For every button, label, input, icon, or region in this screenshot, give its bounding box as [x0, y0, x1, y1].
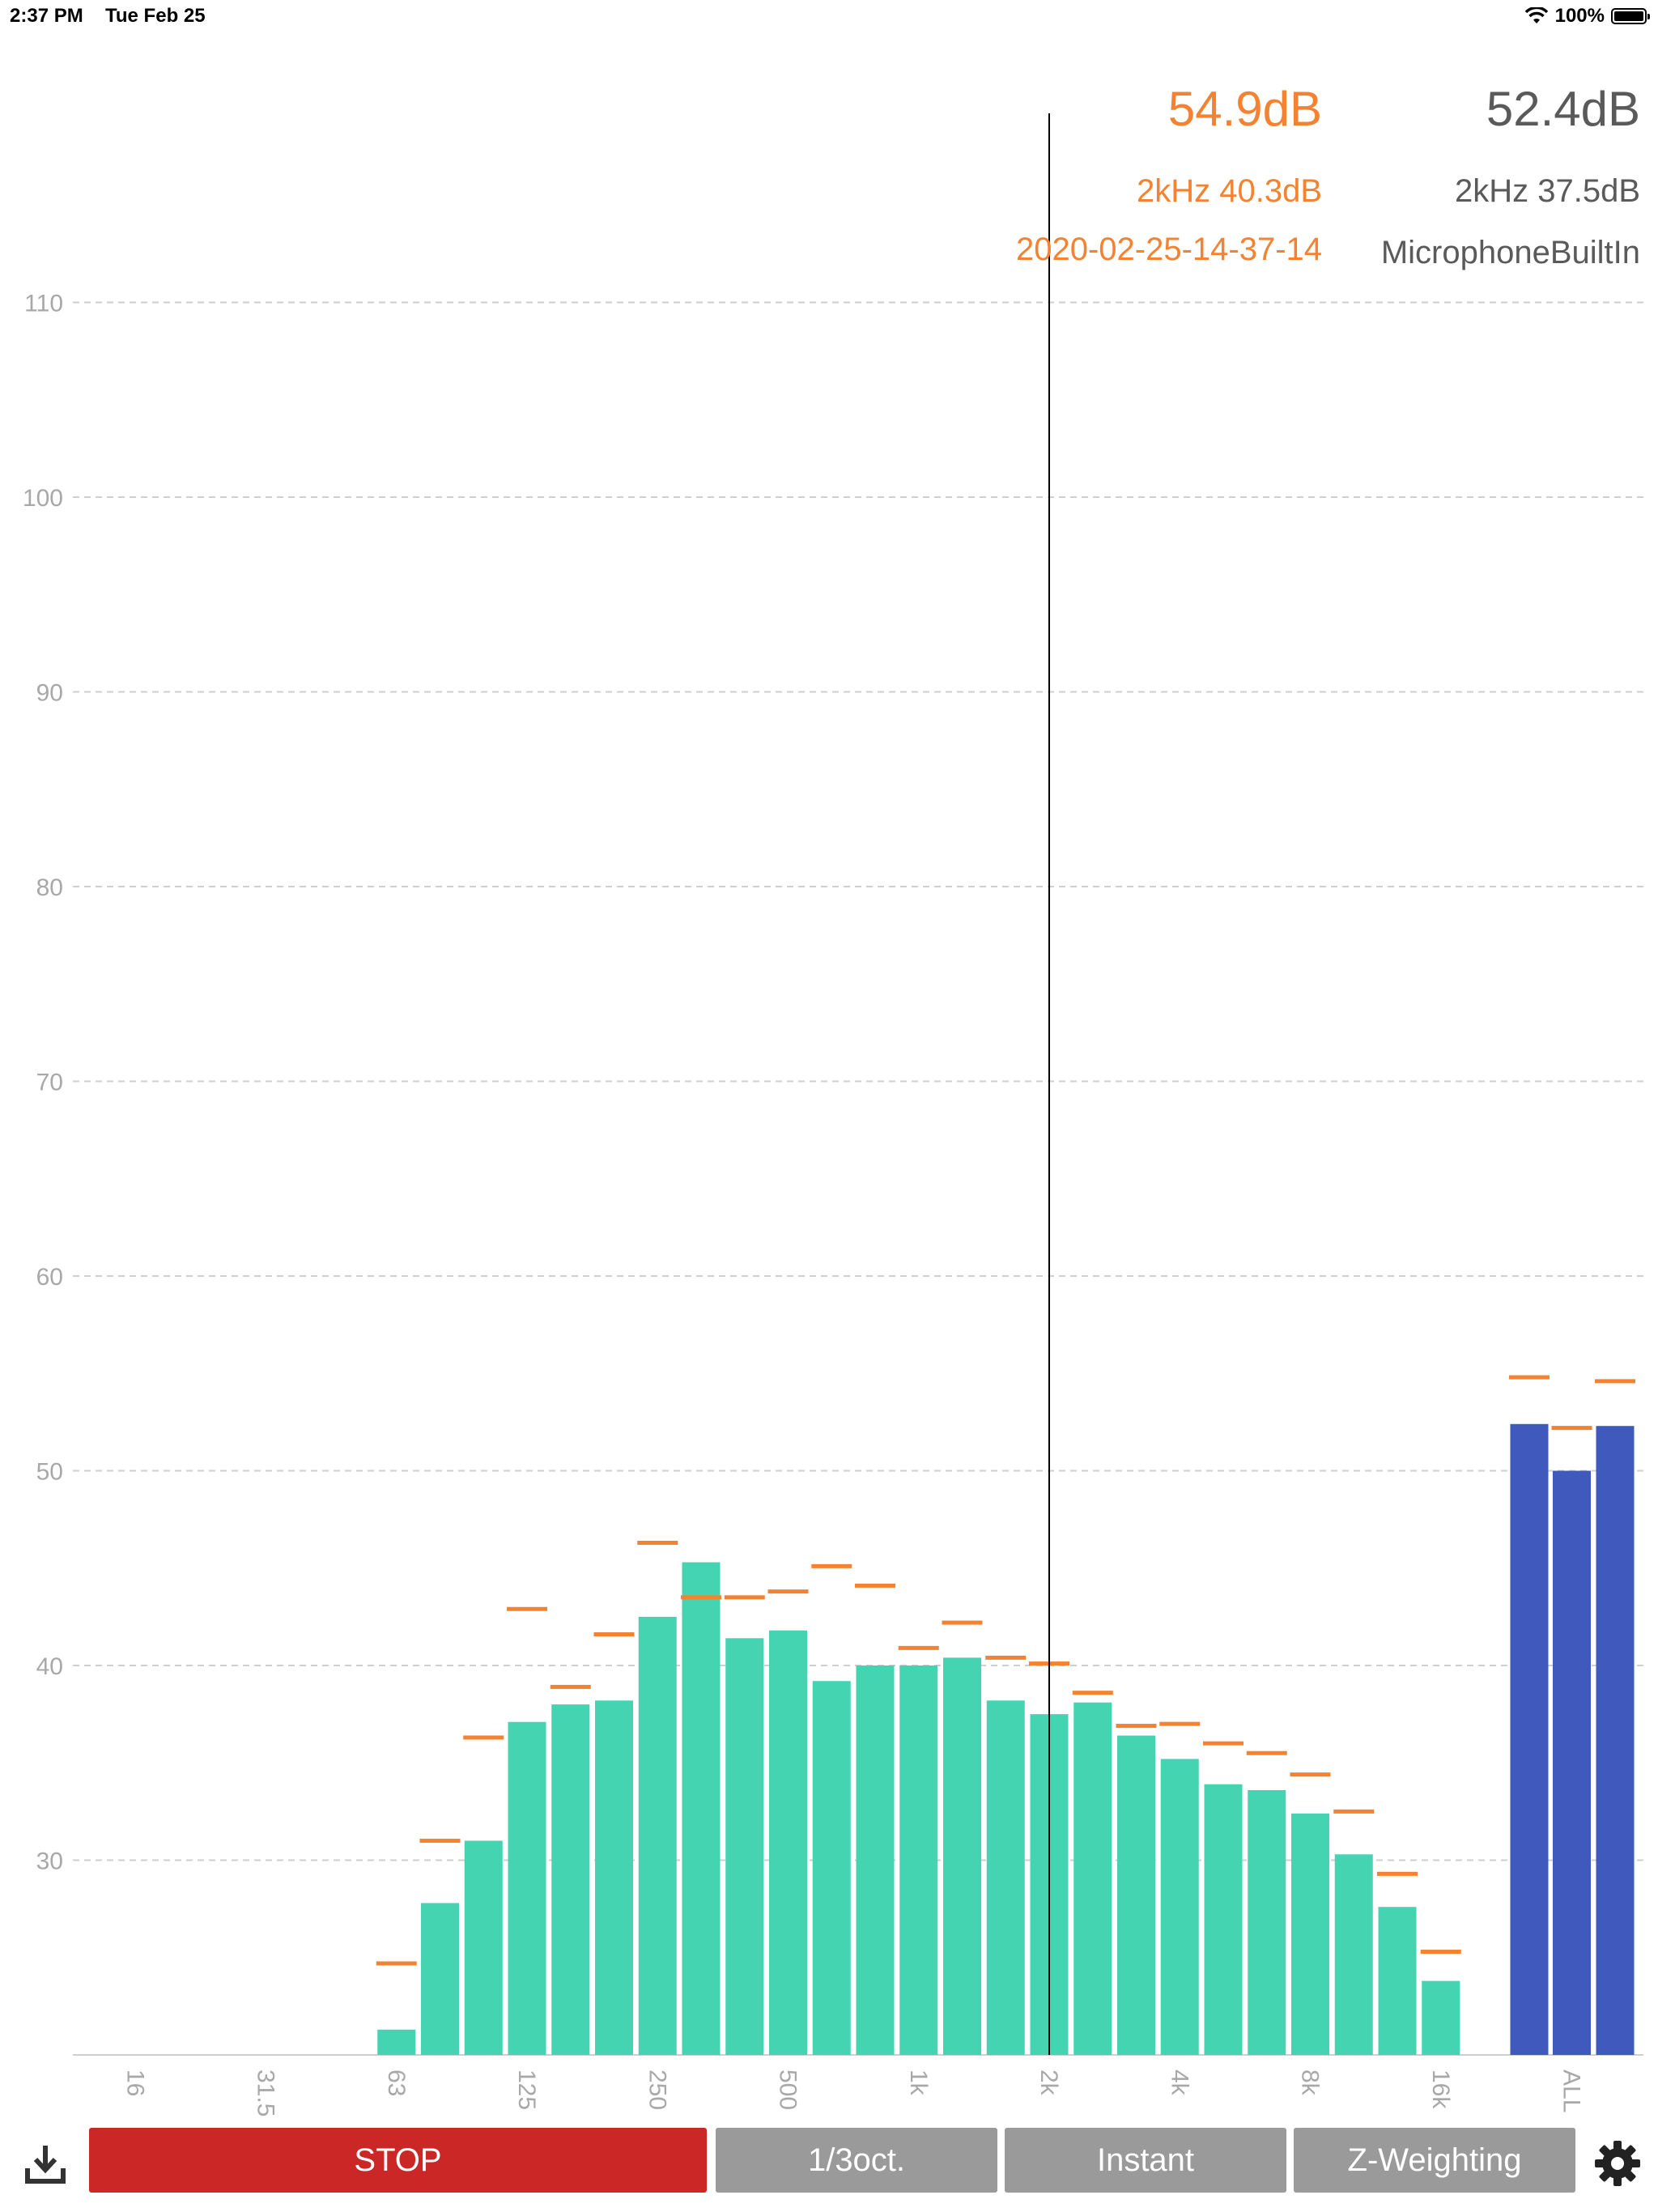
bar-800	[856, 1665, 895, 2055]
y-tick-label-70: 70	[36, 1070, 63, 1096]
peak-6.3k	[1246, 1750, 1287, 1755]
wifi-icon	[1524, 7, 1548, 23]
bar-100	[464, 1840, 503, 2055]
bar-63	[377, 2029, 416, 2055]
peak-200	[593, 1632, 635, 1637]
peak-1.6k	[985, 1655, 1027, 1660]
peak-630	[811, 1563, 852, 1568]
total-bar-1	[1510, 1423, 1549, 2055]
bar-400	[725, 1638, 764, 2055]
peak-10k	[1333, 1809, 1375, 1814]
peak-63	[376, 1961, 417, 1966]
x-tick-label-63: 63	[383, 2069, 410, 2096]
x-tick-label-500: 500	[775, 2069, 801, 2110]
bar-1.25k	[943, 1657, 981, 2055]
x-tick-label-31.5: 31.5	[253, 2069, 279, 2116]
peak-1k	[898, 1645, 939, 1650]
download-icon[interactable]	[23, 2141, 68, 2186]
status-date: Tue Feb 25	[105, 5, 206, 27]
total-peak-1	[1509, 1375, 1550, 1380]
bar-2.5k	[1073, 1702, 1112, 2055]
peak-12.5k	[1377, 1871, 1418, 1876]
peak-2.5k	[1072, 1691, 1113, 1695]
peak-315	[681, 1595, 721, 1600]
secondary-level: 52.4dB	[1486, 82, 1640, 136]
peak-160	[550, 1684, 591, 1689]
peak-16k	[1420, 1950, 1461, 1955]
bar-10k	[1334, 1854, 1373, 2055]
bar-1k	[899, 1665, 938, 2055]
spectrum-chart: 30 40 50 60 70 80 90 100 110 16 31.5 63 125 250 500 1k…	[23, 113, 1643, 2116]
x-tick-label-8k: 8k	[1297, 2069, 1324, 2096]
bar-16k	[1422, 1980, 1460, 2055]
y-tick-label-30: 30	[36, 1848, 63, 1875]
stop-button[interactable]: STOP	[89, 2128, 707, 2193]
bar-3.15k	[1117, 1735, 1155, 2055]
peak-500	[767, 1589, 809, 1594]
status-indicators: 100%	[1524, 5, 1650, 28]
x-tick-label-1k: 1k	[905, 2069, 932, 2096]
status-time: 2:37 PM	[10, 5, 83, 27]
battery-icon	[1611, 8, 1650, 24]
y-tick-label-110: 110	[24, 291, 63, 317]
bar-1.6k	[986, 1700, 1025, 2055]
total-peak-2	[1551, 1426, 1592, 1431]
total-peak-3	[1595, 1379, 1635, 1384]
bar-5k	[1204, 1784, 1243, 2055]
y-tick-label-40: 40	[36, 1653, 63, 1680]
bar-6.3k	[1248, 1789, 1286, 2055]
x-tick-label-4k: 4k	[1166, 2069, 1192, 2096]
y-tick-label-100: 100	[23, 485, 63, 512]
peak-100	[463, 1735, 504, 1740]
peak-8k	[1290, 1772, 1331, 1777]
gear-icon[interactable]	[1592, 2138, 1643, 2189]
peak-1.25k	[942, 1620, 983, 1625]
x-tick-label-250: 250	[644, 2069, 670, 2110]
peak-400	[724, 1595, 765, 1600]
total-bar-3	[1596, 1426, 1635, 2055]
peak-4k	[1159, 1721, 1201, 1726]
bar-12.5k	[1378, 1907, 1417, 2055]
x-tick-label-125: 125	[513, 2069, 540, 2110]
bars-layer	[377, 1423, 1635, 2055]
y-tick-label-60: 60	[36, 1264, 63, 1291]
peak-125	[507, 1606, 547, 1611]
bar-125	[508, 1721, 546, 2055]
peak-800	[855, 1583, 895, 1588]
primary-level: 54.9dB	[1167, 82, 1322, 136]
bar-500	[769, 1630, 807, 2055]
weighting-button[interactable]: Z-Weighting	[1294, 2128, 1575, 2193]
input-device: MicrophoneBuiltIn	[1380, 235, 1640, 270]
x-tick-label-2k: 2k	[1035, 2069, 1062, 2096]
time-mode-button[interactable]: Instant	[1005, 2128, 1286, 2193]
bar-630	[812, 1681, 851, 2055]
y-tick-label-90: 90	[36, 680, 63, 707]
peak-3.15k	[1116, 1724, 1157, 1729]
bar-80	[421, 1903, 459, 2055]
x-tick-label-16: 16	[121, 2069, 148, 2096]
peak-5k	[1203, 1741, 1244, 1746]
y-tick-label-80: 80	[36, 874, 63, 901]
x-tick-label-ALL: ALL	[1558, 2069, 1585, 2112]
peak-250	[637, 1540, 678, 1545]
primary-band-level: 2kHz 40.3dB	[1136, 173, 1322, 209]
bar-8k	[1291, 1813, 1329, 2055]
bar-200	[595, 1700, 633, 2055]
peak-80	[419, 1838, 461, 1843]
primary-timestamp: 2020-02-25-14-37-14	[1015, 232, 1322, 267]
bar-250	[638, 1616, 677, 2055]
y-tick-label-50: 50	[36, 1459, 63, 1486]
battery-percent: 100%	[1554, 5, 1605, 27]
x-tick-labels: 16 31.5 63 125 250 500 1k 2k 4k 8k 16k ALL	[121, 2069, 1584, 2116]
bar-315	[682, 1562, 721, 2055]
bar-160	[551, 1704, 590, 2055]
bar-4k	[1160, 1759, 1199, 2055]
total-bar-2	[1553, 1470, 1591, 2055]
octave-band-button[interactable]: 1/3oct.	[716, 2128, 997, 2193]
status-bar: 2:37 PM Tue Feb 25 100%	[0, 0, 1658, 36]
x-tick-label-16k: 16k	[1427, 2069, 1454, 2109]
toolbar: STOP 1/3oct. Instant Z-Weighting	[0, 2128, 1658, 2194]
secondary-band-level: 2kHz 37.5dB	[1454, 173, 1640, 209]
